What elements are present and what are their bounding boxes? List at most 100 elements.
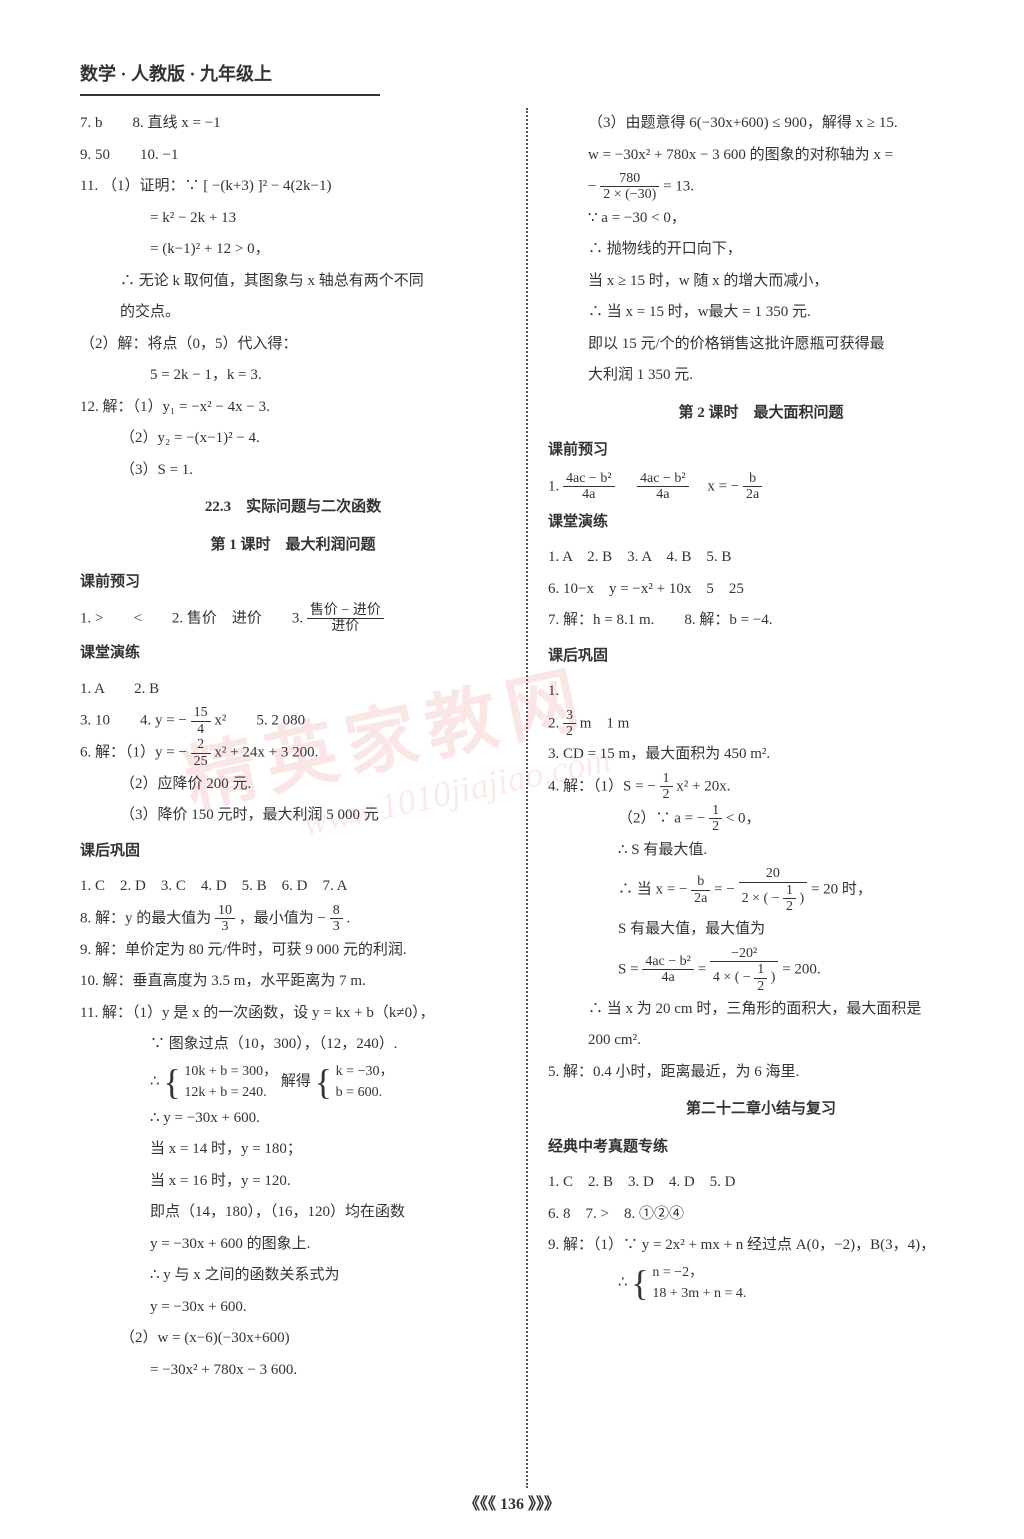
text-line: 1. 4ac − b²4a 4ac − b²4a x = − b2a: [548, 471, 974, 503]
text: = 200.: [782, 961, 820, 977]
text-line: 1.: [548, 676, 974, 708]
content-columns: 7. b 8. 直线 x = −1 9. 50 10. −1 11. （1）证明…: [80, 108, 974, 1488]
text-line: （2）∵ a = − 12 < 0，: [548, 803, 974, 835]
text: 8. 解：y 的最大值为: [80, 910, 211, 926]
text-line: 6. 8 7. > 8. ①②④: [548, 1199, 974, 1231]
text: < 0，: [726, 810, 761, 826]
subsection-heading: 课前预习: [80, 567, 506, 599]
column-divider: [526, 108, 528, 1488]
text: x = −: [692, 478, 743, 494]
text: （2）∵ a = −: [618, 810, 709, 826]
fraction: 103: [215, 903, 235, 935]
fraction: 4ac − b²4a: [642, 954, 694, 986]
text: S =: [618, 961, 642, 977]
text-line: ∴ 抛物线的开口向下，: [548, 234, 974, 266]
text-line: 3. CD = 15 m，最大面积为 450 m².: [548, 739, 974, 771]
text: ∴: [150, 1073, 163, 1089]
text-line: 7. b 8. 直线 x = −1: [80, 108, 506, 140]
text-line: 当 x = 14 时，y = 180；: [80, 1134, 506, 1166]
text: 3. 10 4. y = −: [80, 713, 191, 729]
fraction: 7802 × (−30): [600, 171, 659, 203]
text-line: w = −30x² + 780x − 3 600 的图象的对称轴为 x =: [548, 140, 974, 172]
text-line: 3. 10 4. y = − 154 x² 5. 2 080: [80, 705, 506, 737]
text-line: （2）w = (x−6)(−30x+600): [80, 1323, 506, 1355]
text: ∴: [618, 1274, 631, 1290]
brace-icon: {: [631, 1265, 648, 1301]
text-line: ∴ S 有最大值.: [548, 835, 974, 867]
text-line: 1. A 2. B 3. A 4. B 5. B: [548, 542, 974, 574]
fraction: b2a: [743, 471, 762, 503]
text-line: 200 cm².: [548, 1025, 974, 1057]
subsection-heading: 课后巩固: [80, 836, 506, 868]
text: = −: [714, 882, 738, 898]
text-line: 1. A 2. B: [80, 674, 506, 706]
fraction: 12: [660, 771, 673, 803]
text: =: [698, 961, 710, 977]
text: −: [588, 178, 600, 194]
brace-icon: {: [315, 1064, 332, 1100]
text-line: 2. 32 m 1 m: [548, 708, 974, 740]
text-line: ∴ y = −30x + 600.: [80, 1103, 506, 1135]
subsection-heading: 课堂演练: [80, 638, 506, 670]
text-line: 9. 解：（1）∵ y = 2x² + mx + n 经过点 A(0，−2)，B…: [548, 1230, 974, 1262]
text: ∴ 当 x = −: [618, 882, 691, 898]
fraction: 售价 − 进价进价: [307, 603, 384, 635]
text: ，最小值为 −: [239, 910, 330, 926]
text-line: − 7802 × (−30) = 13.: [548, 171, 974, 203]
section-title: 第 2 课时 最大面积问题: [548, 398, 974, 430]
text: 2.: [548, 715, 563, 731]
fraction: 32: [563, 708, 576, 740]
right-column: （3）由题意得 6(−30x+600) ≤ 900，解得 x ≥ 15. w =…: [548, 108, 974, 1488]
fraction: −20² 4 × ( − 12 ): [710, 946, 779, 994]
text-line: y = −30x + 600.: [80, 1292, 506, 1324]
text: = 13.: [663, 178, 694, 194]
subsection-heading: 经典中考真题专练: [548, 1132, 974, 1164]
text: 解得: [281, 1073, 315, 1089]
text-line: y = −30x + 600 的图象上.: [80, 1229, 506, 1261]
section-subtitle: 第 1 课时 最大利润问题: [80, 530, 506, 562]
text-line: 1. > < 2. 售价 进价 3. 售价 − 进价进价: [80, 603, 506, 635]
text-line: 8. 解：y 的最大值为 103 ，最小值为 − 83 .: [80, 903, 506, 935]
text-line: S = 4ac − b²4a = −20² 4 × ( − 12 ) = 200…: [548, 946, 974, 994]
text-line: 1. C 2. D 3. C 4. D 5. B 6. D 7. A: [80, 871, 506, 903]
fraction: 83: [330, 903, 343, 935]
text-line: S 有最大值，最大值为: [548, 914, 974, 946]
text-line: 1. C 2. B 3. D 4. D 5. D: [548, 1167, 974, 1199]
text: x² + 20x.: [676, 778, 730, 794]
text-line: （2）解：将点（0，5）代入得：: [80, 329, 506, 361]
equation-system: 10k + b = 300，12k + b = 240.: [184, 1061, 277, 1103]
text-line: ∴ { 10k + b = 300，12k + b = 240. 解得 { k …: [80, 1061, 506, 1103]
text: .: [346, 910, 350, 926]
text: x² 5. 2 080: [214, 713, 305, 729]
text: 1. > < 2. 售价 进价 3.: [80, 610, 307, 626]
text-line: 12. 解：（1）y₁ = −x² − 4x − 3.: [80, 392, 506, 424]
text-line: ∴ 当 x = 15 时，w最大 = 1 350 元.: [548, 297, 974, 329]
text: 6. 解：（1）y = −: [80, 744, 191, 760]
text-line: = k² − 2k + 13: [80, 203, 506, 235]
equation-system: n = −2，18 + 3m + n = 4.: [652, 1262, 746, 1304]
fraction: 4ac − b²4a: [637, 471, 689, 503]
fraction: 12: [709, 803, 722, 835]
text-line: 9. 解：单价定为 80 元/件时，可获 9 000 元的利润.: [80, 935, 506, 967]
page-header: 数学 · 人教版 · 九年级上: [80, 60, 380, 96]
text-line: 5 = 2k − 1，k = 3.: [80, 360, 506, 392]
page-number: 《《《 136 》》》: [464, 1490, 560, 1514]
text-line: 11. 解：（1）y 是 x 的一次函数，设 y = kx + b（k≠0），: [80, 998, 506, 1030]
text-line: = (k−1)² + 12 > 0，: [80, 234, 506, 266]
text-line: （3）降价 150 元时，最大利润 5 000 元: [80, 800, 506, 832]
text-line: 大利润 1 350 元.: [548, 360, 974, 392]
subsection-heading: 课后巩固: [548, 641, 974, 673]
text: [618, 478, 633, 494]
brace-icon: {: [163, 1064, 180, 1100]
text: = 20 时，: [811, 882, 872, 898]
text-line: （3）由题意得 6(−30x+600) ≤ 900，解得 x ≥ 15.: [548, 108, 974, 140]
text-line: 即点（14，180），（16，120）均在函数: [80, 1197, 506, 1229]
text-line: （3）S = 1.: [80, 455, 506, 487]
text-line: ∴ y 与 x 之间的函数关系式为: [80, 1260, 506, 1292]
fraction: 225: [191, 737, 211, 769]
text-line: 11. （1）证明：∵ [ −(k+3) ]² − 4(2k−1): [80, 171, 506, 203]
text: m 1 m: [580, 715, 630, 731]
text-line: 的交点。: [80, 297, 506, 329]
text-line: ∵ 图象过点（10，300），（12，240）.: [80, 1029, 506, 1061]
text-line: 4. 解：（1）S = − 12 x² + 20x.: [548, 771, 974, 803]
